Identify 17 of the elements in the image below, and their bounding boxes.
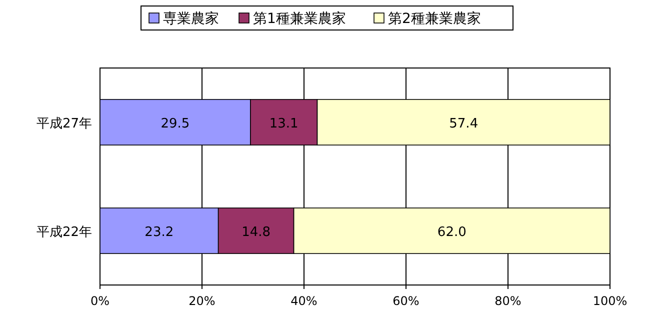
data-label: 62.0 <box>437 224 466 240</box>
x-tick-label: 0% <box>90 294 110 308</box>
x-tick-label: 80% <box>494 294 522 308</box>
data-label: 14.8 <box>242 224 271 240</box>
x-tick-label: 100% <box>592 294 628 308</box>
x-tick-label: 20% <box>188 294 216 308</box>
legend-label: 第1種兼業農家 <box>253 11 346 27</box>
data-label: 29.5 <box>160 116 190 132</box>
y-tick-label: 平成22年 <box>36 224 92 240</box>
x-tick-label: 40% <box>290 294 318 308</box>
legend-label: 第2種兼業農家 <box>388 11 481 27</box>
data-label: 23.2 <box>144 224 174 240</box>
legend-label: 専業農家 <box>163 11 219 27</box>
y-tick-label: 平成27年 <box>36 116 92 132</box>
data-label: 57.4 <box>449 116 478 132</box>
data-label: 13.1 <box>269 116 298 132</box>
x-tick-label: 60% <box>392 294 420 308</box>
